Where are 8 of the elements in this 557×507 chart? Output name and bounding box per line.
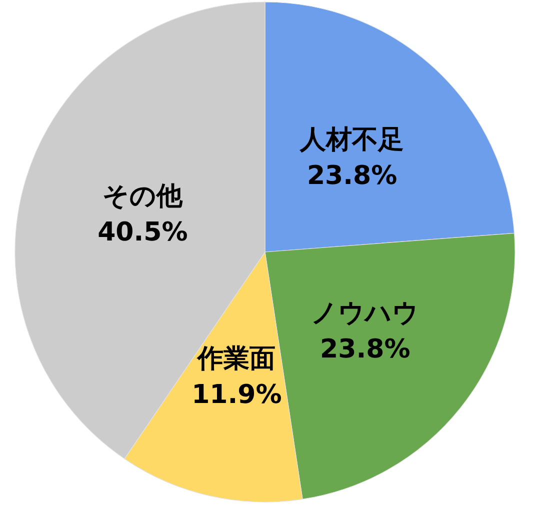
slice-label: ノウハウ — [311, 298, 420, 329]
slice-label: 作業面 — [196, 344, 276, 374]
data-label: 23.8% — [306, 161, 398, 192]
data-label: 11.9% — [192, 380, 282, 410]
slice-label: その他 — [102, 181, 184, 212]
slice-label: 人材不足 — [299, 125, 404, 156]
data-label: 23.8% — [320, 334, 410, 365]
data-label: 40.5% — [98, 217, 188, 248]
